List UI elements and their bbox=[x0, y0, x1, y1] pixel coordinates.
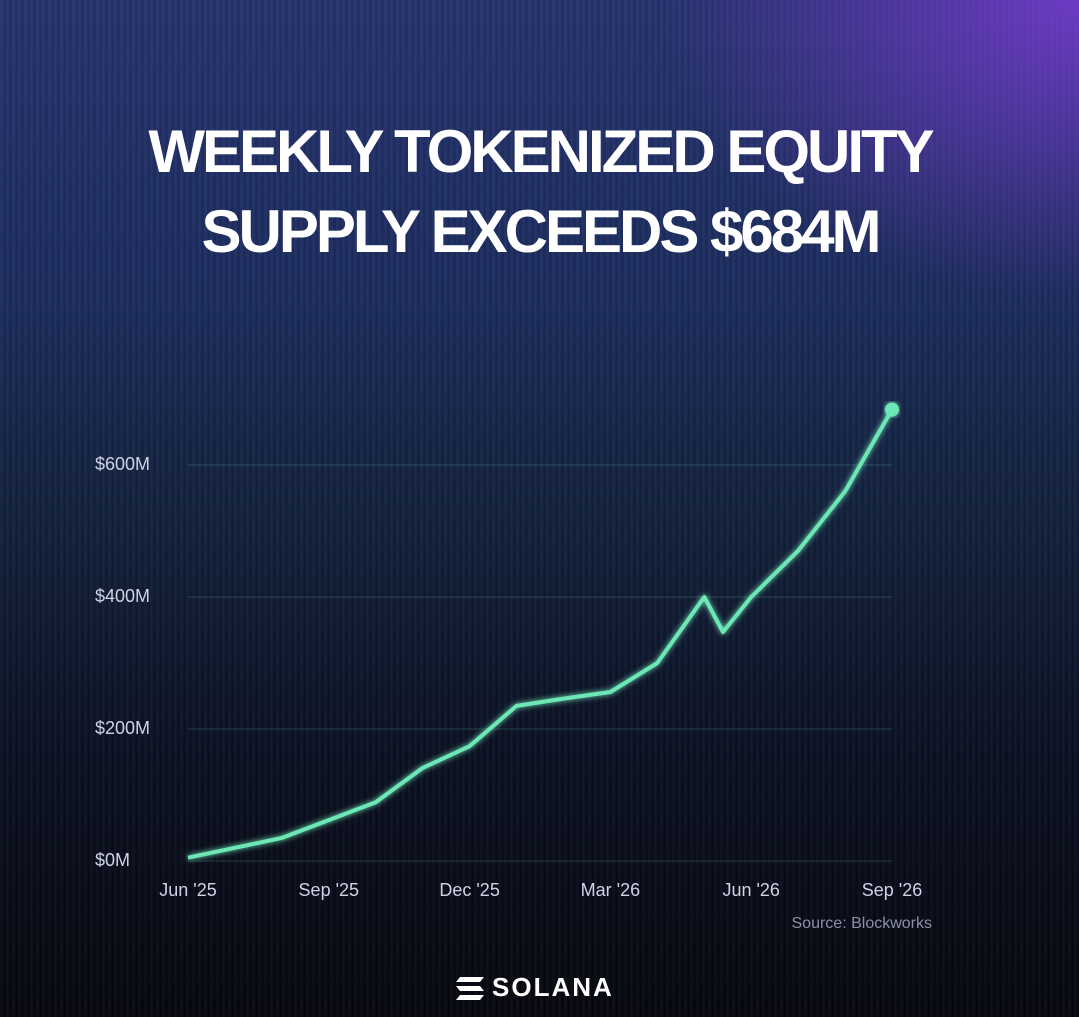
x-tick-label: Jun '25 bbox=[159, 880, 216, 900]
brand-logo bbox=[456, 977, 484, 1000]
y-tick-label: $400M bbox=[95, 586, 150, 606]
x-tick-label: Jun '26 bbox=[722, 880, 779, 900]
x-tick-label: Dec '25 bbox=[439, 880, 499, 900]
end-point bbox=[885, 402, 899, 417]
x-tick-label: Sep '25 bbox=[299, 880, 360, 900]
chart-title: WEEKLY TOKENIZED EQUITY SUPPLY EXCEEDS $… bbox=[148, 118, 934, 265]
source-note: Source: Blockworks bbox=[792, 915, 933, 932]
x-tick-label: Mar '26 bbox=[581, 880, 640, 900]
data-line bbox=[187, 408, 894, 860]
y-tick-label: $600M bbox=[95, 454, 150, 474]
brand-name: SOLANA bbox=[492, 972, 614, 1002]
x-tick-label: Sep '26 bbox=[862, 880, 923, 900]
y-tick-label: $200M bbox=[95, 718, 150, 738]
y-tick-label: $0M bbox=[95, 850, 130, 870]
logo-icon bbox=[456, 977, 484, 1000]
